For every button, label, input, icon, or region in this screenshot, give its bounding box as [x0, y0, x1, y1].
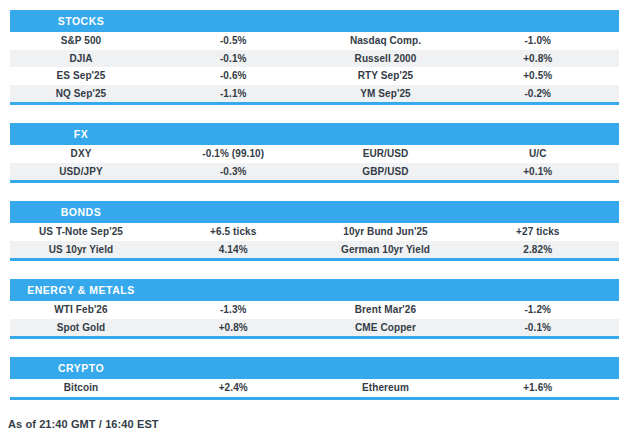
section-divider-bar: [10, 180, 619, 183]
instrument-label: EUR/USD: [315, 148, 457, 159]
section-header: CRYPTO: [10, 357, 619, 379]
market-summary: STOCKS S&P 500-0.5%Nasdaq Comp.-1.0%DJIA…: [0, 0, 631, 435]
instrument-label: 10yr Bund Jun'25: [315, 226, 457, 237]
instrument-label: ES Sep'25: [10, 70, 152, 81]
instrument-value: +6.5 ticks: [152, 226, 315, 237]
instrument-value: -0.3%: [152, 166, 315, 177]
instrument-label: US T-Note Sep'25: [10, 226, 152, 237]
instrument-value: 2.82%: [457, 244, 620, 255]
table-row: DJIA-0.1%Russell 2000+0.8%: [10, 50, 619, 68]
table-row: USD/JPY-0.3%GBP/USD+0.1%: [10, 163, 619, 181]
instrument-label: Bitcoin: [10, 382, 152, 393]
instrument-label: Ethereum: [315, 382, 457, 393]
instrument-label: Brent Mar'26: [315, 304, 457, 315]
table-row: ES Sep'25-0.6%RTY Sep'25+0.5%: [10, 67, 619, 85]
instrument-label: YM Sep'25: [315, 88, 457, 99]
instrument-value: +0.8%: [457, 53, 620, 64]
instrument-label: DXY: [10, 148, 152, 159]
section-rows: Bitcoin+2.4%Ethereum+1.6%: [10, 379, 619, 397]
table-row: Bitcoin+2.4%Ethereum+1.6%: [10, 379, 619, 397]
section-rows: DXY-0.1% (99.10)EUR/USDU/CUSD/JPY-0.3%GB…: [10, 145, 619, 180]
section-divider-bar: [10, 397, 619, 400]
market-section-energy-metals: ENERGY & METALS WTI Feb'26-1.3%Brent Mar…: [10, 279, 619, 339]
instrument-label: NQ Sep'25: [10, 88, 152, 99]
instrument-label: GBP/USD: [315, 166, 457, 177]
table-row: DXY-0.1% (99.10)EUR/USDU/C: [10, 145, 619, 163]
instrument-label: Russell 2000: [315, 53, 457, 64]
market-section-crypto: CRYPTO Bitcoin+2.4%Ethereum+1.6%: [10, 357, 619, 400]
instrument-value: +0.8%: [152, 322, 315, 333]
instrument-value: -1.1%: [152, 88, 315, 99]
instrument-label: US 10yr Yield: [10, 244, 152, 255]
instrument-label: German 10yr Yield: [315, 244, 457, 255]
instrument-value: +1.6%: [457, 382, 620, 393]
instrument-value: -1.2%: [457, 304, 620, 315]
section-title: BONDS: [10, 206, 152, 218]
section-header: ENERGY & METALS: [10, 279, 619, 301]
timestamp-footer: As of 21:40 GMT / 16:40 EST: [8, 418, 619, 430]
table-row: Spot Gold+0.8%CME Copper-0.1%: [10, 319, 619, 337]
section-title: FX: [10, 128, 152, 140]
instrument-value: +27 ticks: [457, 226, 620, 237]
instrument-value: -1.3%: [152, 304, 315, 315]
section-divider-bar: [10, 258, 619, 261]
instrument-label: Nasdaq Comp.: [315, 35, 457, 46]
section-header: STOCKS: [10, 10, 619, 32]
instrument-label: DJIA: [10, 53, 152, 64]
instrument-label: S&P 500: [10, 35, 152, 46]
section-title: CRYPTO: [10, 362, 152, 374]
section-rows: WTI Feb'26-1.3%Brent Mar'26-1.2%Spot Gol…: [10, 301, 619, 336]
instrument-value: U/C: [457, 148, 620, 159]
market-section-fx: FX DXY-0.1% (99.10)EUR/USDU/CUSD/JPY-0.3…: [10, 123, 619, 183]
instrument-value: -0.5%: [152, 35, 315, 46]
section-rows: US T-Note Sep'25+6.5 ticks10yr Bund Jun'…: [10, 223, 619, 258]
market-summary-table: STOCKS S&P 500-0.5%Nasdaq Comp.-1.0%DJIA…: [10, 10, 619, 400]
table-row: US T-Note Sep'25+6.5 ticks10yr Bund Jun'…: [10, 223, 619, 241]
table-row: NQ Sep'25-1.1%YM Sep'25-0.2%: [10, 85, 619, 103]
market-section-bonds: BONDS US T-Note Sep'25+6.5 ticks10yr Bun…: [10, 201, 619, 261]
section-header: BONDS: [10, 201, 619, 223]
instrument-value: -0.6%: [152, 70, 315, 81]
section-header: FX: [10, 123, 619, 145]
instrument-label: USD/JPY: [10, 166, 152, 177]
section-title: STOCKS: [10, 15, 152, 27]
section-divider-bar: [10, 102, 619, 105]
section-title: ENERGY & METALS: [10, 284, 152, 296]
instrument-label: WTI Feb'26: [10, 304, 152, 315]
instrument-value: +0.5%: [457, 70, 620, 81]
market-section-stocks: STOCKS S&P 500-0.5%Nasdaq Comp.-1.0%DJIA…: [10, 10, 619, 105]
table-row: S&P 500-0.5%Nasdaq Comp.-1.0%: [10, 32, 619, 50]
instrument-value: -0.2%: [457, 88, 620, 99]
instrument-value: +0.1%: [457, 166, 620, 177]
section-rows: S&P 500-0.5%Nasdaq Comp.-1.0%DJIA-0.1%Ru…: [10, 32, 619, 102]
section-divider-bar: [10, 336, 619, 339]
instrument-label: CME Copper: [315, 322, 457, 333]
instrument-value: +2.4%: [152, 382, 315, 393]
instrument-value: -0.1%: [152, 53, 315, 64]
instrument-label: Spot Gold: [10, 322, 152, 333]
instrument-label: RTY Sep'25: [315, 70, 457, 81]
table-row: WTI Feb'26-1.3%Brent Mar'26-1.2%: [10, 301, 619, 319]
table-row: US 10yr Yield4.14%German 10yr Yield2.82%: [10, 241, 619, 259]
instrument-value: -0.1%: [457, 322, 620, 333]
instrument-value: -1.0%: [457, 35, 620, 46]
instrument-value: 4.14%: [152, 244, 315, 255]
instrument-value: -0.1% (99.10): [152, 148, 315, 159]
